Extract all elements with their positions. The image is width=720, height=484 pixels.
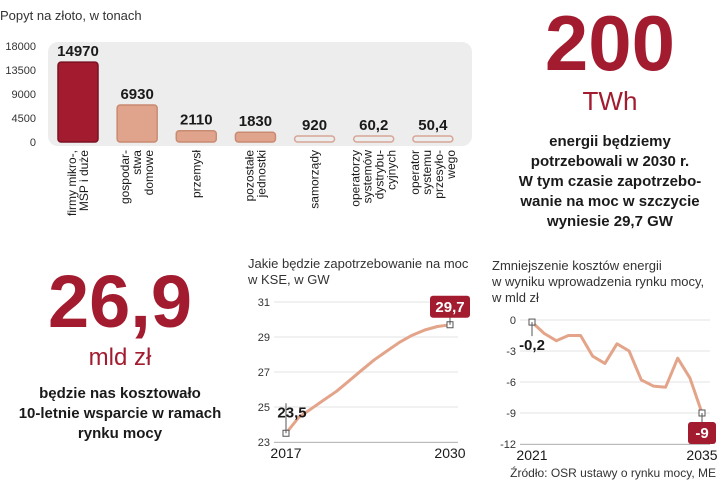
bar: [352, 135, 395, 143]
headline-200-value: 200: [544, 0, 676, 87]
caption-line: energii będziemy: [549, 133, 671, 150]
caption-line: W tym czasie zapotrzebo-: [518, 173, 702, 190]
series-line: [530, 321, 704, 414]
x-tick-label: 2017: [270, 445, 301, 461]
category-label-line: systemów: [361, 150, 375, 204]
bar: [57, 61, 99, 143]
bar-value-label: 6930: [120, 86, 153, 103]
bar-value-label: 14970: [57, 43, 99, 60]
y-tick-label: 25: [258, 402, 270, 414]
caption-line: będzie nas kosztowało: [39, 385, 201, 402]
caption-line: rynku mocy: [77, 425, 163, 442]
category-label-line: przemysł: [189, 150, 203, 198]
caption-line: wanie na moc w szczycie: [520, 193, 700, 210]
category-label-line: dystrybu-: [373, 150, 387, 199]
x-tick-label: 2030: [434, 445, 465, 461]
category-label-line: jednostki: [254, 150, 268, 198]
caption-line: wyniesie 29,7 GW: [547, 213, 673, 230]
demand-chart-title: Jakie będzie zapotrzebowanie na moc w KS…: [248, 256, 468, 288]
bar: [175, 129, 218, 143]
caption-line: 10-letnie wsparcie w ramach: [18, 405, 222, 422]
end-value-label: -9: [695, 425, 708, 442]
bar-value-label: 60,2: [359, 117, 388, 134]
category-label-line: domowe: [142, 150, 156, 196]
category-label-line: operatorzy: [349, 150, 363, 207]
category-label-line: stwa: [130, 150, 144, 175]
y-tick-label: 31: [258, 297, 270, 309]
category-label-line: wego: [444, 150, 458, 180]
y-tick-label: -6: [506, 377, 516, 389]
y-tick-label: 29: [258, 332, 270, 344]
bar: [412, 135, 454, 143]
bar-chart: 18000 13500 9000 4500 0 14970 firmy mikro-,MŚP…: [5, 41, 472, 216]
category-label: samorządy: [308, 150, 322, 209]
bar: [234, 131, 277, 143]
y-tick-label: -3: [506, 346, 516, 358]
y-tick-label: 23: [258, 437, 270, 449]
headline-200-unit: TWh: [582, 86, 638, 116]
bar-value-label: 920: [302, 117, 327, 134]
title-line: Zmniejszenie kosztów energii: [492, 258, 662, 273]
bar: [116, 104, 158, 143]
title-line: w mld zł: [492, 290, 539, 305]
category-label-line: przesyło-: [432, 150, 446, 199]
category-label-line: systemu: [420, 150, 434, 195]
category-label-line: cyjnych: [385, 150, 399, 190]
y-tick-label: 0: [30, 137, 36, 149]
headline-269-unit: mld zł: [88, 344, 152, 371]
category-label-line: samorządy: [308, 150, 322, 209]
category-label-line: firmy mikro-,: [65, 150, 79, 216]
y-tick-label: 27: [258, 367, 270, 379]
x-tick-label: 2035: [686, 447, 717, 463]
y-tick-label: -12: [500, 439, 516, 451]
headline-200-caption: energii będziemy potrzebowali w 2030 r. …: [500, 132, 720, 232]
source-note: Źródło: OSR ustawy o rynku mocy, ME: [510, 466, 716, 480]
category-label-line: pozostałe: [242, 150, 256, 202]
series-line: [284, 323, 451, 435]
category-label-line: gospodar-: [118, 150, 132, 204]
y-tick-label: 0: [510, 315, 516, 327]
headline-269-value: 26,9: [47, 260, 193, 343]
category-label-line: operator: [408, 150, 422, 195]
caption-line: potrzebowali w 2030 r.: [530, 153, 690, 170]
end-value-label: 29,7: [435, 299, 464, 316]
plot-background: [48, 42, 472, 146]
headline-269-caption: będzie nas kosztowało 10-letnie wsparcie…: [0, 384, 240, 444]
title-line: w wyniku wprowadzenia rynku mocy,: [492, 274, 705, 289]
y-tick-label: 18000: [5, 41, 36, 53]
y-tick-label: -9: [506, 408, 516, 420]
y-tick-label: 13500: [5, 65, 36, 77]
category-label: firmy mikro-,MŚP i duże: [65, 150, 91, 216]
title-line: Jakie będzie zapotrzebowanie na moc: [248, 256, 469, 271]
category-label-line: MŚP i duże: [76, 150, 91, 211]
start-value-label: 23,5: [277, 404, 306, 421]
bar-value-label: 2110: [180, 112, 213, 129]
bar: [293, 135, 336, 143]
end-value-badge: [688, 422, 716, 444]
category-label: przemysł: [189, 150, 203, 198]
x-tick-label: 2021: [516, 447, 547, 463]
y-tick-label: 4500: [12, 113, 36, 125]
end-value-badge: [430, 295, 470, 318]
start-value-label: -0,2: [519, 337, 545, 354]
bar-value-label: 50,4: [418, 117, 448, 134]
bar-value-label: 1830: [239, 113, 272, 130]
title-line: w KSE, w GW: [248, 272, 330, 287]
bar-chart-title: Popyt na złoto, w tonach: [0, 8, 142, 23]
cost-chart-title: Zmniejszenie kosztów energii w wyniku wp…: [492, 258, 704, 306]
y-tick-label: 9000: [12, 89, 36, 101]
